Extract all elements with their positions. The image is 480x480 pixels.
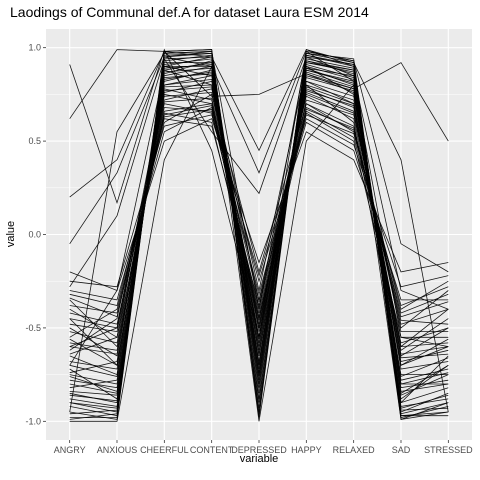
x-tick-label: CHEERFUL [140,445,189,455]
y-tick-label: 1.0 [28,43,41,53]
series-line-42 [69,84,449,366]
x-tick-label: ANGRY [54,445,86,455]
x-tick-label: SAD [392,445,411,455]
series-line-46 [69,97,449,333]
series-line-2 [69,49,449,142]
series-line-3 [69,49,449,413]
chart-title: Laodings of Communal def.A for dataset L… [10,4,369,20]
y-axis: 1.0 0.5 0.0 -0.5 -1.0 [25,43,46,426]
series-line-36 [69,114,449,288]
series-line-47 [69,49,449,420]
y-tick-label: 0.0 [28,230,41,240]
series-line-35 [69,91,449,348]
x-tick-label: STRESSED [424,445,473,455]
series-line-50 [69,105,449,318]
y-tick-label: -1.0 [25,416,41,426]
y-axis-title: value [5,221,17,247]
y-tick-label: 0.5 [28,136,41,146]
y-tick-label: -0.5 [25,323,41,333]
x-tick-label: RELAXED [333,445,376,455]
x-tick-label: ANXIOUS [97,445,138,455]
series-line-7 [69,65,449,422]
series-line-48 [69,86,449,355]
series-layer [69,48,449,422]
x-tick-label: HAPPY [291,445,322,455]
x-tick-label: CONTENT [190,445,234,455]
series-line-5 [69,56,449,310]
series-line-26 [69,118,449,292]
series-line-43 [69,108,449,307]
series-line-4 [69,50,449,273]
x-tick-label: DEPRESSED [231,445,287,455]
x-axis-title: variable [240,453,279,465]
series-line-49 [69,66,449,392]
